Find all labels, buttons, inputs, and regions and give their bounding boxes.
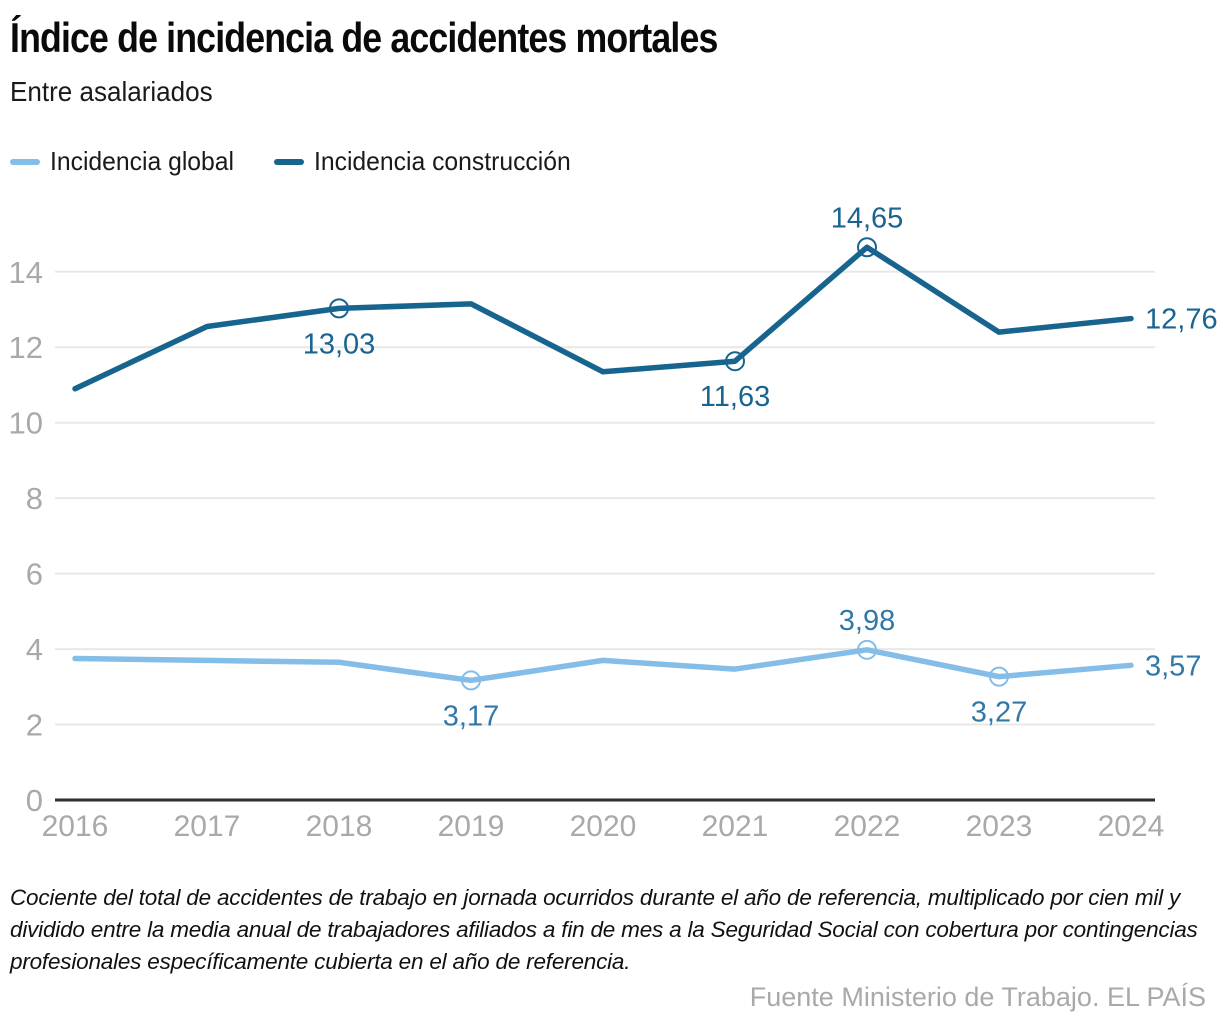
page-title: Índice de incidencia de accidentes morta… (10, 14, 718, 61)
x-tick-label: 2017 (174, 810, 241, 843)
y-tick-label: 2 (26, 708, 43, 743)
data-label-global-2024: 3,57 (1145, 650, 1201, 682)
point-marker-construccion-2022 (857, 237, 877, 258)
legend-label-global: Incidencia global (50, 146, 235, 176)
data-label-global-2019: 3,17 (443, 700, 499, 732)
y-tick-label: 12 (9, 330, 43, 365)
data-label-global-2022: 3,98 (839, 605, 895, 637)
y-tick-label: 6 (26, 557, 43, 592)
point-marker-global-2022 (857, 639, 877, 660)
y-tick-label: 0 (26, 783, 43, 818)
y-tick-label: 10 (9, 406, 43, 441)
legend-item-global: Incidencia global (10, 146, 244, 177)
legend-label-construccion: Incidencia construcción (313, 146, 571, 176)
legend-swatch-global-icon (10, 158, 40, 165)
x-tick-label: 2024 (1098, 810, 1165, 843)
y-tick-label: 14 (9, 255, 43, 290)
legend-swatch-construccion-icon (273, 158, 304, 165)
legend-item-construccion: Incidencia construcción (273, 146, 584, 177)
source-credit: Fuente Ministerio de Trabajo. EL PAÍS (749, 982, 1206, 1012)
legend: Incidencia global Incidencia construcció… (10, 146, 584, 177)
chart-footnote: Cociente del total de accidentes de trab… (10, 885, 1198, 974)
point-marker-global-2023 (989, 666, 1009, 687)
series-line-construccion (72, 244, 1134, 392)
data-label-construccion-2018: 13,03 (303, 328, 376, 360)
data-label-construccion-2024: 12,76 (1145, 304, 1218, 336)
data-label-global-2023: 3,27 (971, 697, 1027, 729)
x-tick-label: 2019 (438, 810, 505, 843)
point-marker-construccion-2021 (725, 351, 745, 372)
y-tick-label: 4 (26, 632, 43, 667)
x-tick-label: 2021 (702, 810, 769, 843)
page-subtitle: Entre asalariados (10, 76, 213, 107)
series-line-global (72, 647, 1134, 684)
data-label-construccion-2021: 11,63 (700, 381, 770, 413)
x-tick-label: 2022 (834, 810, 901, 843)
y-tick-label: 8 (26, 481, 43, 516)
data-label-construccion-2022: 14,65 (831, 202, 904, 234)
point-marker-global-2019 (461, 670, 481, 691)
x-tick-label: 2016 (42, 810, 109, 843)
chart-svg: 0 2 4 6 8 10 12 14 2016 2017 2018 2019 2020 2021 2022 2… (9, 202, 1218, 843)
point-marker-construccion-2018 (329, 298, 349, 319)
x-tick-label: 2020 (570, 810, 637, 843)
x-tick-label: 2023 (966, 810, 1033, 843)
x-tick-label: 2018 (306, 810, 373, 843)
